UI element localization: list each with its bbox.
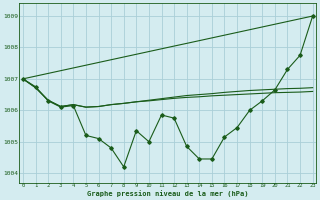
X-axis label: Graphe pression niveau de la mer (hPa): Graphe pression niveau de la mer (hPa) (87, 190, 249, 197)
